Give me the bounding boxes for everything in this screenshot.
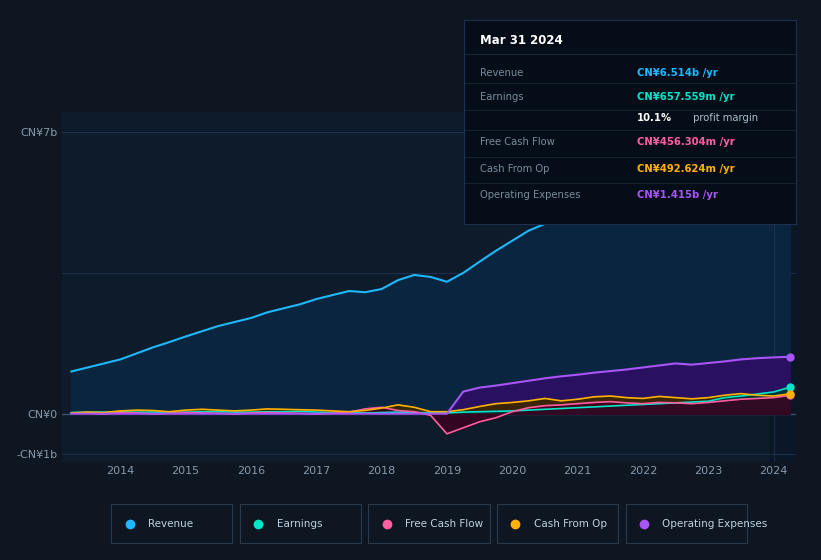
Text: CN¥492.624m /yr: CN¥492.624m /yr xyxy=(637,164,735,174)
Text: Revenue: Revenue xyxy=(148,519,193,529)
Text: profit margin: profit margin xyxy=(690,113,758,123)
Bar xyxy=(770,112,796,462)
Text: CN¥456.304m /yr: CN¥456.304m /yr xyxy=(637,137,735,147)
Text: Operating Expenses: Operating Expenses xyxy=(480,190,581,200)
Text: Revenue: Revenue xyxy=(480,68,524,78)
Text: Cash From Op: Cash From Op xyxy=(534,519,607,529)
Text: 10.1%: 10.1% xyxy=(637,113,672,123)
Text: CN¥657.559m /yr: CN¥657.559m /yr xyxy=(637,92,734,102)
Text: Earnings: Earnings xyxy=(480,92,524,102)
Text: CN¥6.514b /yr: CN¥6.514b /yr xyxy=(637,68,718,78)
Text: Mar 31 2024: Mar 31 2024 xyxy=(480,34,563,47)
Text: Earnings: Earnings xyxy=(277,519,322,529)
Text: Cash From Op: Cash From Op xyxy=(480,164,550,174)
Text: Free Cash Flow: Free Cash Flow xyxy=(405,519,484,529)
Text: Free Cash Flow: Free Cash Flow xyxy=(480,137,555,147)
Text: CN¥1.415b /yr: CN¥1.415b /yr xyxy=(637,190,718,200)
Text: Operating Expenses: Operating Expenses xyxy=(663,519,768,529)
